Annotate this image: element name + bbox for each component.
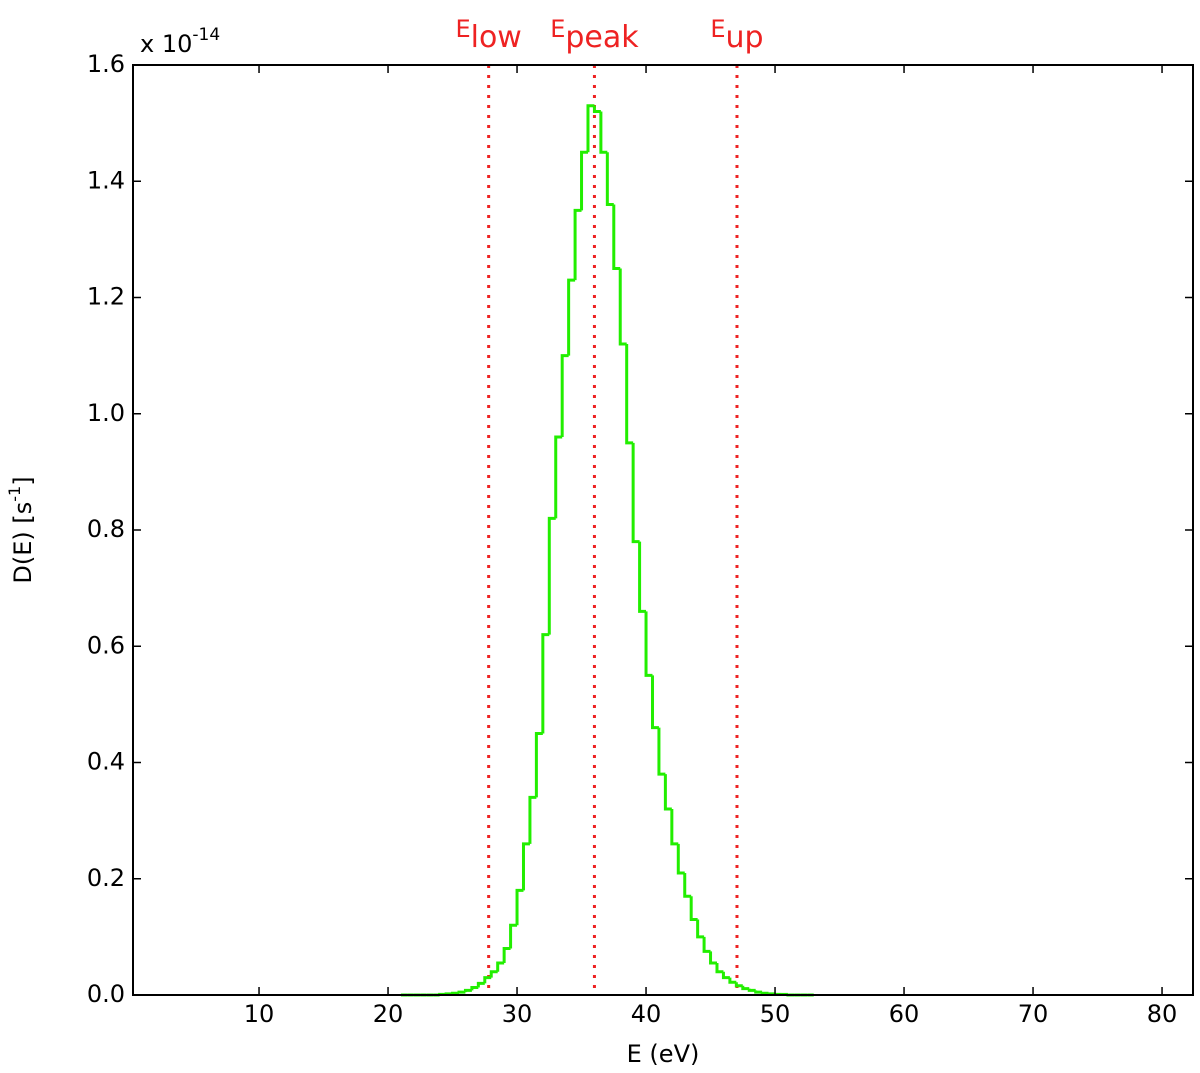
histogram-bin (605, 152, 614, 206)
histogram-bin (734, 982, 743, 988)
histogram-bin (631, 442, 640, 544)
x-tick-label: 10 (244, 1000, 275, 1028)
histogram-bin (715, 963, 724, 974)
offset-base: x 10 (140, 30, 192, 58)
histogram-bin (534, 731, 543, 798)
reference-label: Eup (710, 15, 763, 55)
histogram-bin (470, 985, 479, 991)
histogram-bin (502, 947, 511, 964)
histogram-bin (702, 936, 711, 953)
reference-label-main: E (710, 15, 725, 43)
histogram-bin (592, 105, 601, 113)
histogram-bin (599, 111, 608, 154)
histogram-bin (754, 990, 763, 994)
reference-label-main: E (455, 15, 470, 43)
reference-label-sub: low (471, 20, 522, 55)
x-tick-label: 80 (1147, 1000, 1178, 1028)
histogram-bin (573, 208, 582, 281)
histogram-bin (676, 843, 685, 875)
x-tick-label: 40 (631, 1000, 662, 1028)
histogram-bin (638, 541, 647, 613)
offset-exponent: -14 (192, 25, 220, 45)
reference-label: Epeak (550, 15, 639, 55)
histogram-bin (663, 774, 672, 811)
reference-label-sub: up (726, 20, 764, 55)
histogram-bin (509, 923, 518, 949)
y-tick-label: 0.6 (87, 631, 125, 659)
histogram-bin (521, 842, 530, 891)
x-tick-label: 20 (373, 1000, 404, 1028)
histogram-bin (489, 970, 498, 978)
histogram-bin (625, 344, 634, 445)
histogram-bin (567, 278, 576, 356)
x-tick-label: 60 (889, 1000, 920, 1028)
y-tick-label: 1.4 (87, 166, 125, 194)
histogram-bin (476, 981, 485, 988)
y-label-end: ] (9, 476, 37, 485)
histogram-bin (463, 988, 472, 993)
histogram-bin (528, 795, 537, 844)
histogram-bin (618, 268, 627, 346)
histogram-bin (547, 516, 556, 635)
histogram-bin (670, 809, 679, 846)
y-tick-label: 0.0 (87, 980, 125, 1008)
histogram-bin (728, 977, 737, 984)
histogram-bin (747, 988, 756, 992)
histogram-bin (760, 991, 769, 995)
histogram-bin (457, 990, 466, 994)
plot-frame (132, 64, 1194, 996)
reference-label-main: E (550, 15, 565, 43)
histogram-bin (554, 435, 563, 519)
histogram-bin (657, 727, 666, 776)
y-label-text: D(E) [s (9, 502, 37, 584)
x-tick-label: 30 (502, 1000, 533, 1028)
reference-label-sub: peak (565, 20, 639, 55)
y-tick-label: 0.2 (87, 864, 125, 892)
histogram-bin (451, 991, 459, 995)
histogram-bin (689, 896, 698, 921)
histogram-bin (483, 976, 492, 984)
histogram-bin (586, 104, 595, 153)
x-tick-label: 70 (1018, 1000, 1049, 1028)
reference-label: Elow (455, 15, 521, 55)
histogram-bin (612, 204, 621, 270)
y-axis-label: D(E) [s-1] (5, 476, 38, 583)
histogram-bin (644, 611, 653, 677)
histogram-bin (560, 354, 569, 437)
histogram-bin (580, 150, 588, 211)
y-tick-label: 0.4 (87, 748, 125, 776)
histogram-bin (683, 872, 692, 898)
x-tick-label: 50 (760, 1000, 791, 1028)
histogram-bin (515, 888, 524, 926)
histogram-bin (767, 992, 776, 996)
y-tick-label: 1.0 (87, 399, 125, 427)
histogram-bin (696, 919, 705, 939)
histogram-bin (721, 971, 730, 980)
y-tick-label: 0.8 (87, 515, 125, 543)
histogram-bin (709, 951, 717, 965)
x-axis-label: E (eV) (627, 1040, 700, 1068)
y-tick-label: 1.2 (87, 283, 125, 311)
histogram-bin (541, 633, 550, 734)
histogram-bin (741, 985, 750, 991)
histogram-bin (496, 961, 505, 972)
y-tick-label: 1.6 (87, 50, 125, 78)
y-label-sup: -1 (5, 486, 24, 502)
histogram-bin (650, 675, 659, 730)
offset-text: x 10-14 (140, 25, 220, 58)
